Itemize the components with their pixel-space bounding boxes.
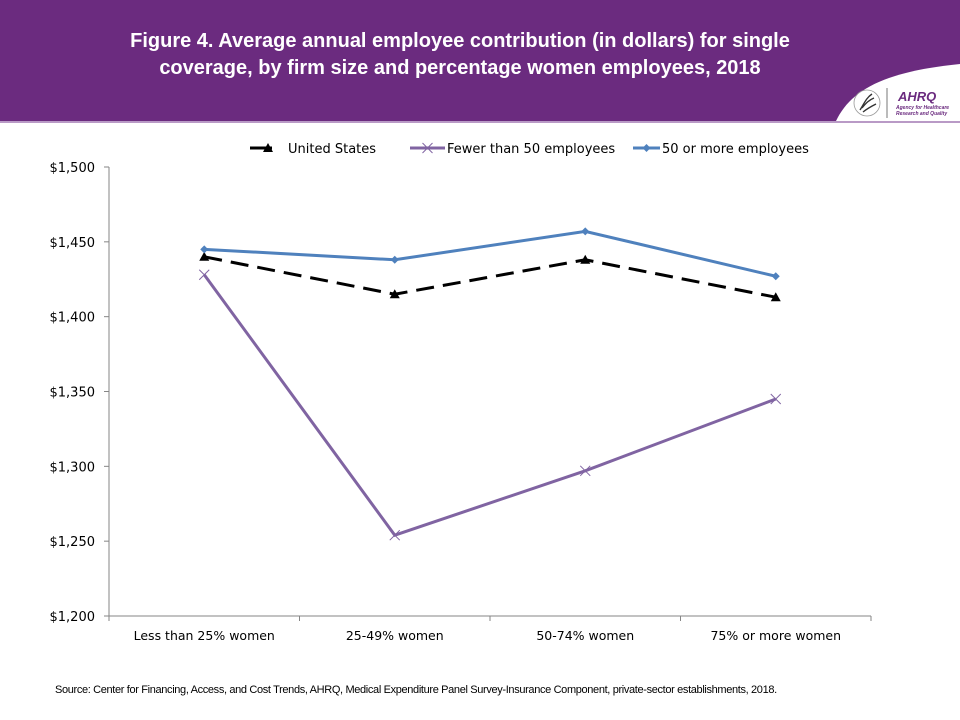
data-point-marker <box>580 254 591 264</box>
data-point-marker <box>581 227 590 236</box>
agency-line-1: Agency for Healthcare <box>896 105 950 111</box>
series-group <box>198 227 782 541</box>
legend-item: Fewer than 50 employees <box>410 142 615 157</box>
legend-label: Fewer than 50 employees <box>447 142 615 157</box>
x-tick-label: Less than 25% women <box>134 628 275 643</box>
series-line <box>203 255 777 299</box>
x-tick-label: 50-74% women <box>536 628 634 643</box>
chart-title: Figure 4. Average annual employee contri… <box>60 28 860 82</box>
title-line-1: Figure 4. Average annual employee contri… <box>130 30 790 52</box>
ahrq-logo-text: AHRQ <box>898 89 937 104</box>
agency-line-2: Research and Quality <box>896 111 948 117</box>
x-tick-label: 75% or more women <box>710 628 841 643</box>
data-point-marker <box>389 289 400 299</box>
legend: United States Fewer than 50 employees 50 o… <box>250 142 809 157</box>
y-tick-label: $1,400 <box>50 311 96 326</box>
y-tick-label: $1,200 <box>50 610 96 625</box>
series-line <box>203 273 777 537</box>
y-tick-label: $1,300 <box>50 460 96 475</box>
legend-item: United States <box>250 142 376 157</box>
series-united-states <box>199 251 781 302</box>
data-point-marker <box>389 529 401 541</box>
legend-swatch-marker <box>422 142 433 154</box>
legend-label: 50 or more employees <box>662 142 809 157</box>
data-point-marker <box>198 269 210 281</box>
header-banner <box>0 0 960 121</box>
logo-backdrop <box>836 64 960 121</box>
data-point-marker <box>579 465 591 477</box>
logo-curve-shape <box>836 64 960 121</box>
y-tick-label: $1,350 <box>50 386 96 401</box>
title-line-2: coverage, by firm size and percentage wo… <box>159 57 761 79</box>
series-fewer-than-50-employees <box>198 269 782 541</box>
ahrq-agency-text: Agency for Healthcare Research and Quali… <box>896 105 960 117</box>
data-point-marker <box>199 251 210 261</box>
source-note: Source: Center for Financing, Access, an… <box>55 684 777 696</box>
series-line <box>204 229 777 278</box>
data-point-marker <box>771 272 780 281</box>
x-tick-label: 25-49% women <box>346 628 444 643</box>
legend-swatch-marker <box>263 143 273 152</box>
legend-swatch-marker <box>642 144 651 152</box>
data-point-marker <box>200 245 209 254</box>
legend-item: 50 or more employees <box>633 142 809 157</box>
data-point-marker <box>770 393 782 405</box>
data-point-marker <box>390 255 399 264</box>
y-tick-label: $1,250 <box>50 535 96 550</box>
legend-label: United States <box>288 142 376 157</box>
header-divider <box>0 121 960 123</box>
axes: $1,200 $1,250 $1,300 $1,350 $1,400 $1,450 $1,5… <box>50 161 872 643</box>
y-tick-label: $1,500 <box>50 161 96 176</box>
hhs-seal-icon <box>853 89 881 117</box>
y-tick-label: $1,450 <box>50 236 96 251</box>
data-point-marker <box>770 292 781 302</box>
series-50-or-more-employees <box>200 227 780 281</box>
